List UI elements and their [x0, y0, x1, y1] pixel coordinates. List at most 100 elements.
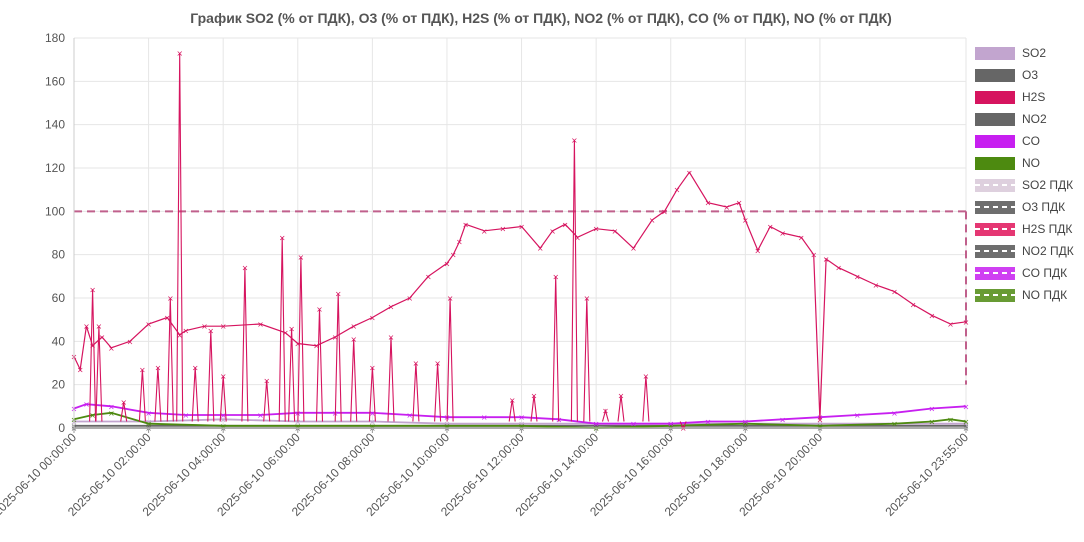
spike-point: ×: [242, 264, 249, 273]
data-point: ×: [891, 409, 898, 418]
legend[interactable]: SO2 O3 H2S NO2 CO NO SO2 ПДК O3 ПДК H2S ПДК NO2 П…: [975, 46, 1074, 302]
legend-label: NO2: [1022, 112, 1047, 126]
data-point: ×: [742, 216, 749, 225]
data-point: ×: [593, 420, 600, 429]
data-point: ×: [854, 411, 861, 420]
data-point: ×: [742, 418, 749, 427]
data-point: ×: [562, 220, 569, 229]
spike-point: ×: [96, 322, 103, 331]
data-point: ×: [611, 227, 618, 236]
data-point: ×: [630, 420, 637, 429]
data-point: ×: [963, 402, 970, 411]
data-point: ×: [928, 405, 935, 414]
spike-point: ×: [509, 396, 516, 405]
data-point: ×: [817, 415, 824, 424]
data-point: ×: [593, 225, 600, 234]
data-point: ×: [779, 229, 786, 238]
legend-item-no[interactable]: NO: [975, 156, 1040, 170]
spike-point: ×: [602, 407, 609, 416]
spike-point: ×: [288, 324, 295, 333]
data-point: ×: [667, 420, 674, 429]
data-point: ×: [574, 233, 581, 242]
spike-line: [334, 293, 342, 422]
data-point: ×: [350, 322, 357, 331]
data-point: ×: [947, 415, 954, 424]
legend-label: NO: [1022, 156, 1040, 170]
data-point: ×: [481, 227, 488, 236]
spike-point: ×: [176, 49, 183, 58]
spike-point: ×: [139, 366, 146, 375]
data-point: ×: [779, 415, 786, 424]
legend-label: NO2 ПДК: [1022, 244, 1074, 258]
series-line-no: [73, 411, 967, 429]
data-point: ×: [145, 320, 152, 329]
spike-point: ×: [531, 392, 538, 401]
x-tick-label: 2025-06-10 06:00:00: [214, 430, 303, 519]
x-tick-label: 2025-06-10 20:00:00: [736, 430, 825, 519]
legend-item-h2s-пдк[interactable]: H2S ПДК: [975, 222, 1072, 236]
data-point: ×: [83, 400, 90, 409]
x-tick-label: 2025-06-10 10:00:00: [363, 430, 452, 519]
data-point: ×: [500, 225, 507, 234]
data-point: ×: [736, 199, 743, 208]
data-point: ×: [220, 415, 227, 424]
data-point: ×: [835, 264, 842, 273]
spike-point: ×: [369, 363, 376, 372]
spike-line: [207, 330, 215, 422]
data-point: ×: [873, 281, 880, 290]
legend-item-no2-пдк[interactable]: NO2 ПДК: [975, 244, 1074, 258]
legend-item-h2s[interactable]: H2S: [975, 90, 1045, 104]
legend-swatch: [975, 113, 1015, 126]
spike-line: [446, 297, 454, 422]
legend-item-so2[interactable]: SO2: [975, 46, 1046, 60]
data-point: ×: [294, 418, 301, 427]
legend-label: NO ПДК: [1022, 288, 1067, 302]
series-no: ×××××××××××××××××: [71, 409, 970, 433]
y-tick-label: 60: [52, 291, 66, 305]
legend-swatch: [975, 47, 1015, 60]
data-point: ×: [891, 288, 898, 297]
spike-line: [617, 395, 625, 422]
data-point: ×: [257, 320, 264, 329]
legend-label: O3 ПДК: [1022, 200, 1065, 214]
x-tick-label: 2025-06-10 12:00:00: [438, 430, 527, 519]
legend-item-o3[interactable]: O3: [975, 68, 1038, 82]
legend-item-no-пдк[interactable]: NO ПДК: [975, 288, 1067, 302]
data-point: ×: [388, 303, 395, 312]
spike-line: [166, 297, 174, 422]
legend-item-co[interactable]: CO: [975, 134, 1040, 148]
legend-swatch: [975, 91, 1015, 104]
spike-line: [570, 139, 578, 422]
spike-line: [412, 362, 420, 422]
spike-line: [288, 328, 296, 422]
legend-item-so2-пдк[interactable]: SO2 ПДК: [975, 178, 1073, 192]
x-tick-label: 2025-06-10 16:00:00: [587, 430, 676, 519]
spike-line: [263, 380, 271, 422]
data-point: ×: [817, 422, 824, 431]
data-point: ×: [313, 342, 320, 351]
spike-line: [138, 369, 146, 422]
y-tick-label: 20: [52, 378, 66, 392]
spike-point: ×: [298, 253, 305, 262]
spike-line: [241, 267, 249, 422]
spike-point: ×: [434, 359, 441, 368]
data-point: ×: [108, 344, 115, 353]
data-point: ×: [220, 422, 227, 431]
data-point: ×: [83, 322, 90, 331]
spike-point: ×: [263, 376, 270, 385]
series-h2s: × × × × × × × × × × × × × × × × × × × × × × × × × × × × × × × × × × × × × × × ×…: [71, 168, 970, 424]
legend-item-co-пдк[interactable]: CO ПДК: [975, 266, 1067, 280]
data-point: ×: [963, 418, 970, 427]
x-tick-label: 2025-06-10 18:00:00: [662, 430, 751, 519]
data-point: ×: [108, 409, 115, 418]
spike-line: [315, 308, 324, 422]
spike-point: ×: [167, 294, 174, 303]
x-tick-label: 2025-06-10 02:00:00: [65, 430, 154, 519]
data-point: ×: [947, 320, 954, 329]
data-point: ×: [593, 422, 600, 431]
legend-item-o3-пдк[interactable]: O3 ПДК: [975, 200, 1065, 214]
legend-item-no2[interactable]: NO2: [975, 112, 1047, 126]
data-point: ×: [127, 337, 134, 346]
